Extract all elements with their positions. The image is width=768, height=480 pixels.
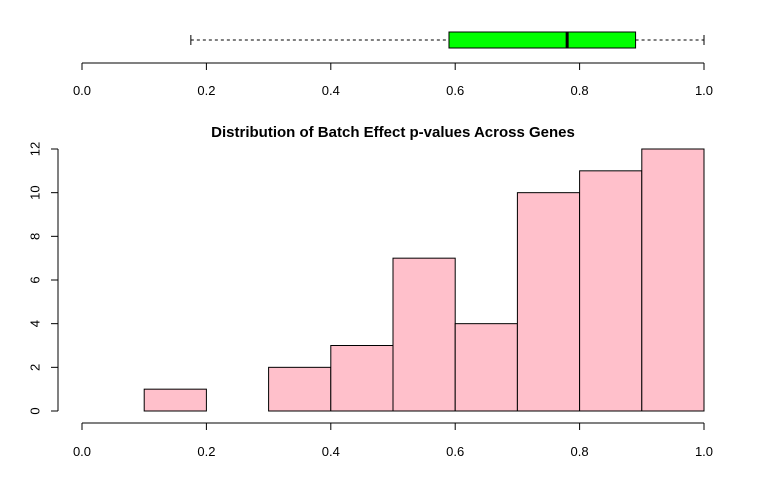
histogram-x-tick-label: 0.4	[322, 444, 340, 459]
boxplot-panel: 0.0 0.2 0.4 0.6 0.8 1.0	[73, 31, 713, 98]
histogram-y-tick-label: 10	[27, 185, 42, 199]
histogram-x-tick-label: 0.0	[73, 444, 91, 459]
histogram-bar	[392, 257, 456, 412]
histogram-panel: Distribution of Batch Effect p-values Ac…	[27, 124, 713, 459]
histogram-bar	[268, 366, 332, 412]
histogram-bar	[641, 148, 705, 412]
boxplot-x-tick-label: 0.0	[73, 83, 91, 98]
histogram-y-tick-label: 8	[27, 233, 42, 240]
histogram-bar	[516, 192, 581, 412]
histogram-title: Distribution of Batch Effect p-values Ac…	[211, 124, 575, 141]
boxplot-x-tick-label: 0.8	[571, 83, 589, 98]
histogram-bar	[143, 388, 207, 412]
boxplot-x-tick-label: 0.2	[197, 83, 215, 98]
histogram-y-tick-label: 0	[27, 407, 42, 414]
boxplot-x-tick-label: 0.6	[446, 83, 464, 98]
histogram-bar	[330, 345, 394, 412]
histogram-x-tick-label: 1.0	[695, 444, 713, 459]
histogram-bar	[454, 323, 518, 412]
boxplot-box	[448, 31, 637, 49]
histogram-bar	[579, 170, 643, 412]
boxplot-x-tick-label: 0.4	[322, 83, 340, 98]
histogram-x-tick-label: 0.2	[197, 444, 215, 459]
histogram-x-tick-label: 0.6	[446, 444, 464, 459]
histogram-y-tick-label: 12	[27, 142, 42, 156]
histogram-y-tick-label: 4	[27, 320, 42, 327]
histogram-x-tick-label: 0.8	[571, 444, 589, 459]
boxplot-x-tick-label: 1.0	[695, 83, 713, 98]
histogram-y-tick-label: 6	[27, 276, 42, 283]
histogram-y-tick-label: 2	[27, 364, 42, 371]
